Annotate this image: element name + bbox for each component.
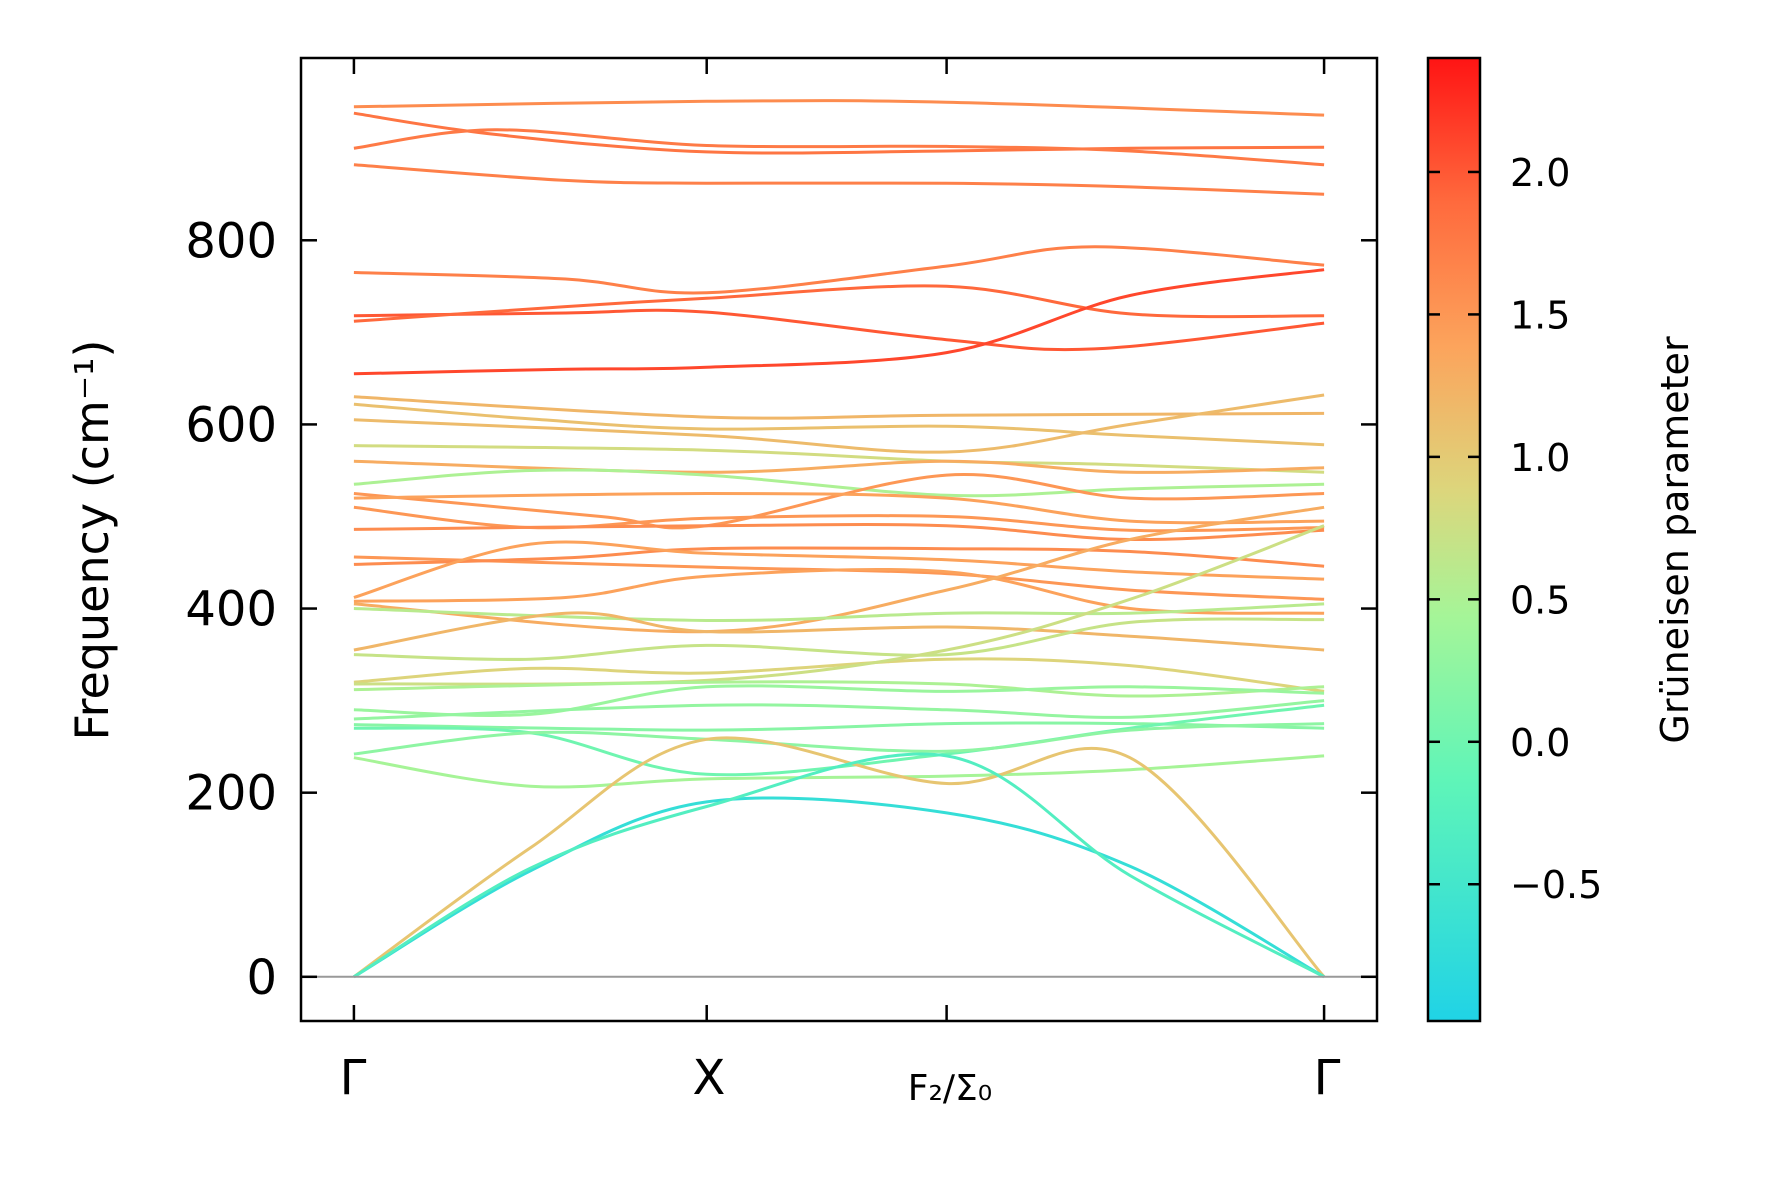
phonon-band-35 (353, 736, 1326, 979)
y-tick-label-0: 0 (246, 950, 277, 1006)
colorbar-ticks: −0.5 0.0 0.5 1.0 1.5 2.0 (1428, 151, 1602, 907)
x-tick-label-gamma-start: Γ (340, 1050, 367, 1106)
phonon-band-33 (353, 722, 1325, 756)
phonon-band-30 (353, 699, 1325, 721)
colorbar-tick-label-4: 1.5 (1510, 293, 1570, 337)
y-axis-label: Frequency (cm⁻¹) (65, 340, 119, 741)
phonon-band-10 (353, 393, 1325, 454)
phonon-band-37 (353, 752, 1325, 979)
phonon-band-31 (353, 721, 1325, 732)
phonon-band-18 (353, 555, 1325, 601)
y-tick-label-200: 200 (185, 766, 277, 822)
phonon-band-28 (353, 680, 1325, 698)
x-tick-label-f2-sigma0: F₂/Σ₀ (908, 1068, 992, 1109)
phonon-band-2 (353, 128, 1325, 167)
phonon-band-20 (353, 540, 1325, 599)
x-tick-label-x: X (693, 1050, 726, 1106)
phonon-band-19 (353, 546, 1325, 568)
phonon-band-24 (353, 611, 1325, 652)
colorbar-tick-label-1: 0.0 (1510, 721, 1570, 765)
x-tick-label-gamma-end: Γ (1314, 1050, 1341, 1106)
phonon-band-8 (353, 395, 1325, 420)
y-tick-label-600: 600 (185, 397, 277, 453)
phonon-band-17 (353, 523, 1325, 542)
phonon-band-4 (353, 245, 1325, 295)
phonon-band-36 (353, 796, 1325, 979)
phonon-band-29 (353, 684, 1325, 717)
phonon-band-15 (353, 491, 1325, 525)
phonon-band-32 (353, 703, 1325, 777)
phonon-band-22 (353, 505, 1325, 634)
phonon-band-14 (353, 473, 1325, 530)
y-tick-label-400: 400 (185, 582, 277, 638)
colorbar (1426, 56, 1482, 1023)
colorbar-tick-label-5: 2.0 (1510, 151, 1570, 195)
colorbar-tick-label-2: 0.5 (1510, 578, 1570, 622)
colorbar-tick-label-0: −0.5 (1510, 863, 1602, 907)
phonon-band-7 (353, 268, 1325, 376)
phonon-band-25 (353, 617, 1325, 661)
plot-area (299, 56, 1379, 1023)
phonon-band-26 (353, 657, 1325, 693)
phonon-band-12 (353, 459, 1325, 474)
phonon-band-11 (353, 444, 1325, 474)
phonon-band-13 (353, 468, 1325, 498)
phonon-bands (353, 99, 1326, 979)
phonon-band-6 (353, 284, 1325, 323)
phonon-band-21 (353, 568, 1325, 615)
phonon-band-3 (353, 163, 1325, 196)
phonon-band-9 (353, 402, 1325, 447)
y-tick-label-800: 800 (185, 213, 277, 269)
colorbar-label: Grüneisen parameter (1653, 336, 1697, 744)
phonon-band-5 (353, 308, 1325, 352)
phonon-band-1 (353, 111, 1325, 155)
phonon-band-0 (353, 99, 1325, 117)
axis-ticks: 0 200 400 600 800 (185, 58, 1377, 1021)
colorbar-tick-label-3: 1.0 (1510, 436, 1570, 480)
